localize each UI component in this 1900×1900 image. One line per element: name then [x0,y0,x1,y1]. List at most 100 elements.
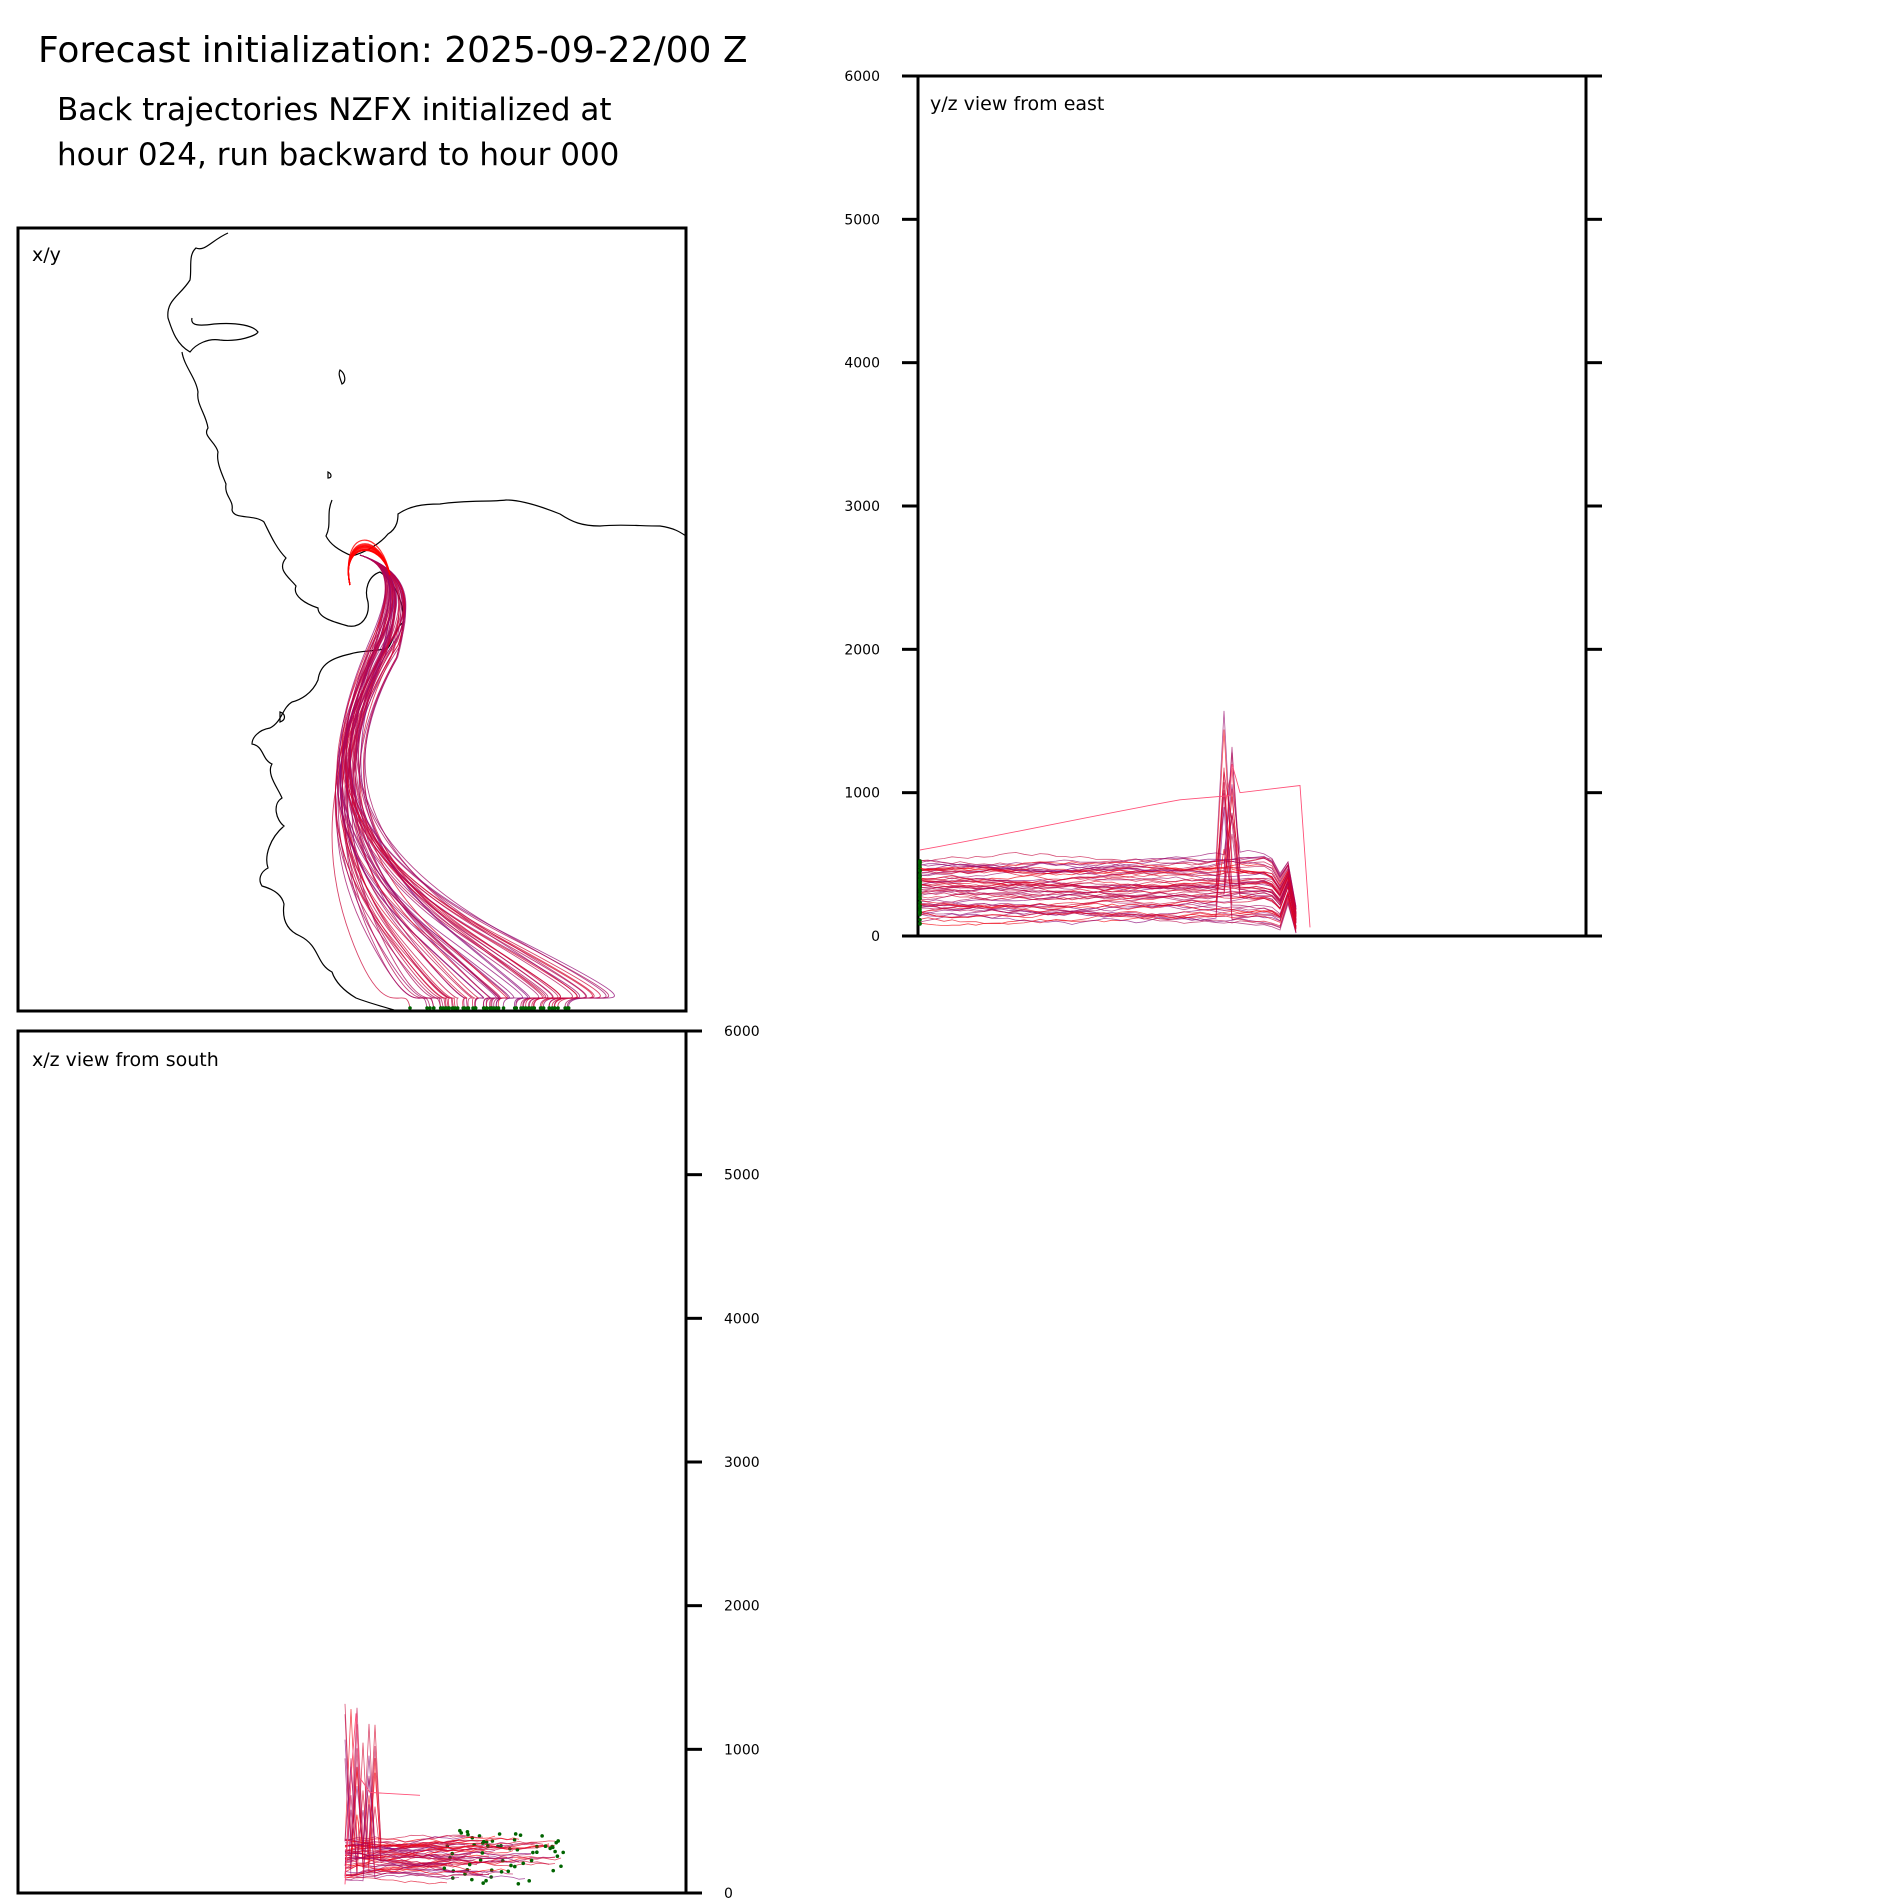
xz-trajectory-line [344,1876,448,1885]
yz-trajectory-line [919,729,1297,913]
yz-ticks: 0 1000 2000 3000 4000 5000 6000 [844,69,1602,945]
xy-trajectory-endpoint [512,1006,517,1010]
yz-tick-label: 6000 [844,69,880,85]
xy-trajectory-endpoint [431,1006,436,1010]
yz-trajectory-line [919,813,1297,920]
xz-trajectory-endpoint [540,1834,544,1838]
xz-trajectory-endpoint [478,1858,483,1862]
yz-trajectory-line [919,868,1297,916]
yz-trajectory-endpoint [918,911,922,915]
yz-trajectory-line [919,875,1297,917]
xz-trajectory-endpoint [535,1850,539,1855]
xy-trajectory-endpoint [501,1006,506,1010]
xz-trajectory-line [344,1758,478,1879]
xz-trajectory-endpoint [467,1862,472,1867]
yz-trajectory-endpoint [918,868,922,873]
yz-trajectory-endpoint [918,860,922,865]
yz-trajectory-line [919,885,1297,923]
xz-tick-label: 6000 [724,1024,760,1040]
xz-trajectory-line [344,1869,502,1874]
xz-trajectory-endpoint [553,1849,557,1854]
yz-trajectory-line [919,890,1297,927]
xz-trajectory-line [344,1714,484,1847]
yz-trajectory-line [919,875,1297,917]
xz-trajectory-endpoint [499,1869,504,1874]
xz-tick-label: 2000 [724,1599,760,1615]
xz-trajectory-endpoint [484,1878,488,1883]
yz-trajectory-endpoint [918,879,922,884]
xy-trajectory-endpoint [484,1006,489,1010]
xy-trajectory-endpoint [496,1006,501,1010]
xy-trajectory-endpoint [527,1006,532,1010]
xz-trajectories [344,1703,565,1886]
yz-trajectory-line [919,876,1297,919]
xz-trajectory-endpoint [513,1832,518,1836]
xz-trajectory-high [344,1713,421,1885]
xz-trajectory-endpoint [561,1850,565,1855]
xz-trajectory-endpoint [531,1850,535,1855]
xz-trajectory-line [344,1872,490,1877]
xy-trajectory-line [339,554,485,1009]
xy-trajectory-endpoint [556,1006,560,1010]
yz-trajectory-line [919,833,1297,923]
xz-panel-label: x/z view from south [32,1049,219,1071]
yz-trajectory-endpoint [918,922,922,926]
xy-trajectory-line [353,554,553,1009]
yz-trajectory-endpoint [918,887,922,891]
coastline [167,232,405,1011]
xz-trajectory-endpoint [480,1851,485,1855]
xz-trajectory-endpoint [481,1881,485,1885]
yz-trajectory-line [919,849,1297,923]
xy-trajectory-line [359,554,529,1009]
xy-trajectory-endpoint [438,1006,443,1010]
island-1 [338,369,346,385]
xz-trajectory-endpoint [521,1861,526,1866]
xz-trajectory-line [344,1758,496,1877]
xy-trajectory-endpoint [547,1006,552,1010]
subtitle-line-2: hour 024, run backward to hour 000 [57,137,620,173]
yz-trajectory-endpoint [918,891,922,896]
yz-tick-label: 0 [871,929,880,945]
xz-trajectory-line [344,1844,484,1849]
xy-trajectory-line [345,554,511,1009]
island-2 [327,471,332,479]
xy-trajectory-endpoint [524,1006,528,1010]
xz-trajectory-endpoint [506,1869,511,1874]
xz-trajectory-line [344,1852,526,1880]
xy-trajectory-endpoint [566,1006,571,1010]
yz-trajectory-endpoint [918,900,922,905]
yz-trajectory-line [919,889,1297,927]
yz-trajectory-line [919,876,1297,918]
yz-panel: y/z view from east 0 1000 2000 3000 4000 5000… [844,69,1602,945]
xy-trajectory-endpoint [481,1006,486,1010]
xy-trajectory-endpoint [451,1006,456,1010]
xy-trajectory-endpoint [530,1006,534,1010]
xy-trajectory-endpoint [425,1006,429,1010]
xy-trajectory-endpoint [490,1006,494,1010]
xz-trajectory-endpoint [442,1866,447,1871]
xy-trajectory-endpoint [553,1006,557,1010]
xz-trajectory-endpoint [465,1829,470,1834]
xz-trajectory-endpoint [509,1863,513,1868]
xy-trajectory-endpoint [446,1006,451,1010]
xy-trajectory-endpoint [408,1006,412,1010]
yz-trajectory-line [919,771,1297,922]
yz-trajectory-high [919,763,1311,928]
xz-trajectory-endpoint [527,1879,532,1883]
yz-trajectory-line [919,880,1297,921]
xz-trajectory-endpoint [470,1877,474,1882]
yz-trajectory-endpoint [918,882,922,887]
xz-trajectory-endpoint [554,1840,559,1845]
xy-panel: x/y [16,226,688,1013]
xz-tick-label: 0 [724,1886,733,1900]
xy-trajectory-endpoint [461,1006,465,1010]
xz-trajectory-line [344,1852,514,1860]
xz-trajectory-endpoint [529,1858,534,1863]
xz-trajectory-endpoint [559,1864,563,1869]
xz-trajectory-endpoint [516,1881,521,1886]
xy-trajectories [331,539,615,1010]
xz-trajectory-endpoint [555,1854,560,1858]
subtitle-line-1: Back trajectories NZFX initialized at [57,92,612,128]
xz-trajectory-line [344,1864,508,1875]
